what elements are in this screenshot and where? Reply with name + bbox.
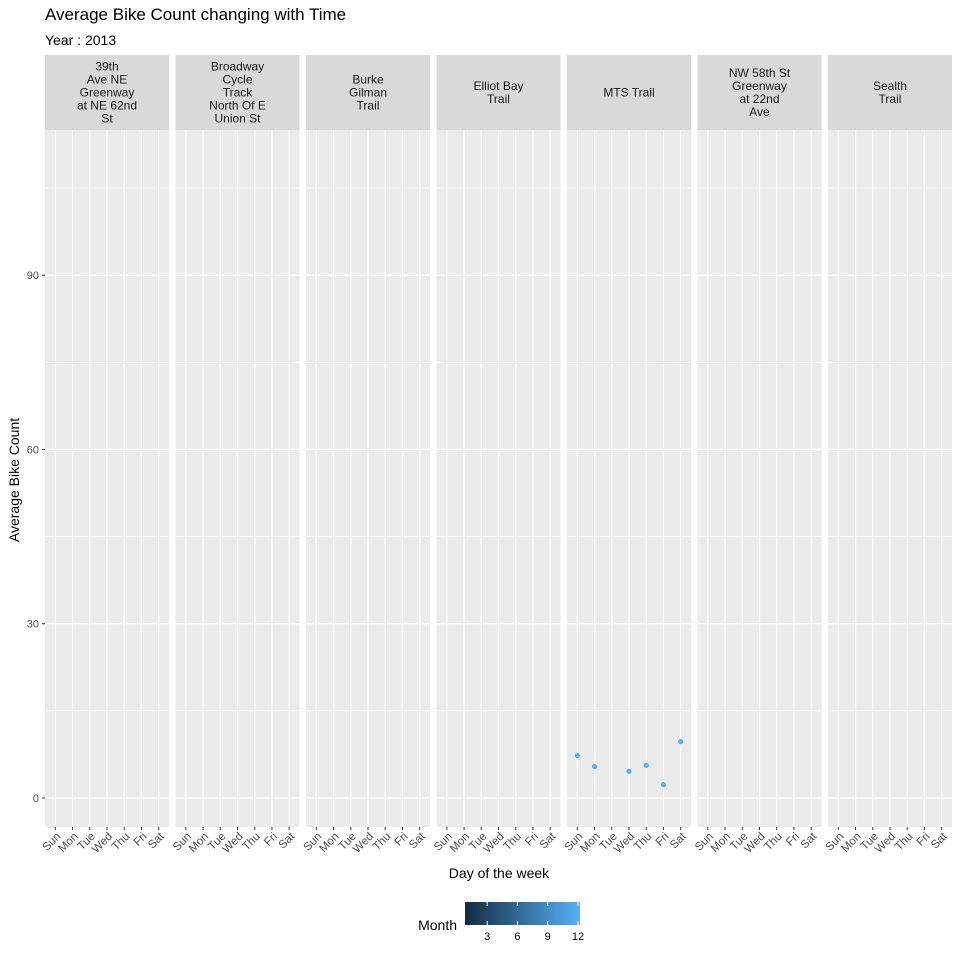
facet-label: at 22nd <box>739 92 779 106</box>
facet-label: Broadway <box>211 60 264 74</box>
facet-strip <box>697 55 822 130</box>
data-point <box>574 752 580 759</box>
x-tick-label: Thu <box>893 831 916 854</box>
x-tick-label: Fri <box>784 831 802 849</box>
data-point <box>591 763 598 770</box>
facet-label: North Of E <box>209 99 266 113</box>
x-tick-label: Thu <box>501 831 524 854</box>
x-tick-label: Fri <box>523 831 541 849</box>
legend-tick-label: 3 <box>484 931 490 943</box>
data-point <box>626 768 632 774</box>
data-point <box>678 739 684 745</box>
facet-strip <box>567 55 691 130</box>
legend-tick-label: 12 <box>572 931 584 943</box>
legend: Month 3 6 9 12 <box>418 902 584 943</box>
y-tick-label: 30 <box>27 619 39 631</box>
facet-label: 39th <box>95 60 118 74</box>
y-axis-title: Average Bike Count <box>6 418 22 542</box>
x-tick-label: Fri <box>654 831 672 849</box>
x-tick-label: Fri <box>132 831 150 849</box>
x-tick-label: Sat <box>799 830 820 851</box>
facet-strip <box>45 55 169 130</box>
facet-label: NW 58th St <box>729 66 791 80</box>
facet-label: Greenway <box>80 86 135 100</box>
x-axis-title: Day of the week <box>449 865 550 881</box>
x-tick-label: Thu <box>110 831 133 854</box>
facet-strip <box>175 55 300 130</box>
facet-strip <box>828 55 952 130</box>
y-tick-label: 90 <box>27 270 39 282</box>
facet-label: at NE 62nd <box>77 99 137 113</box>
legend-colorbar <box>465 902 580 925</box>
facet-strip <box>306 55 430 130</box>
x-tick-label: Thu <box>632 831 655 854</box>
legend-tick-label: 9 <box>545 931 551 943</box>
facet-label: Gilman <box>349 86 387 100</box>
facet-label: Greenway <box>732 79 787 93</box>
legend-title: Month <box>418 917 457 933</box>
facet-label: Trail <box>357 99 380 113</box>
facet-label: Elliot Bay <box>473 79 523 93</box>
facet-label: Sealth <box>873 79 907 93</box>
facet-label: Ave <box>749 105 770 119</box>
facet-label: MTS Trail <box>603 86 654 100</box>
x-tick-label: Fri <box>393 831 411 849</box>
facet-label: Trail <box>487 92 510 106</box>
x-tick-label: Sat <box>668 830 689 851</box>
x-tick-label: Sat <box>146 830 167 851</box>
y-tick-label: 60 <box>27 444 39 456</box>
facet-label: Track <box>223 86 254 100</box>
facet-label: Union St <box>214 112 261 126</box>
x-tick-label: Sat <box>929 830 950 851</box>
facet-label: Burke <box>352 73 384 87</box>
y-tick-label: 0 <box>33 793 39 805</box>
data-point <box>660 781 667 788</box>
chart-subtitle: Year : 2013 <box>45 32 117 48</box>
x-tick-label: Fri <box>262 831 280 849</box>
x-tick-label: Sat <box>277 830 298 851</box>
facet-label: Trail <box>879 92 902 106</box>
chart-title: Average Bike Count changing with Time <box>45 5 347 24</box>
legend-tick-label: 6 <box>514 931 520 943</box>
x-tick-label: Fri <box>915 831 933 849</box>
data-point <box>643 762 649 769</box>
x-tick-label: Thu <box>240 831 263 854</box>
facet-strip <box>436 55 561 130</box>
x-tick-label: Sat <box>407 830 428 851</box>
facet-label: Cycle <box>222 73 252 87</box>
x-tick-label: Thu <box>762 831 785 854</box>
x-tick-label: Sat <box>538 830 559 851</box>
x-tick-label: Thu <box>371 831 394 854</box>
facet-label: St <box>101 112 113 126</box>
facet-label: Ave NE <box>87 73 127 87</box>
